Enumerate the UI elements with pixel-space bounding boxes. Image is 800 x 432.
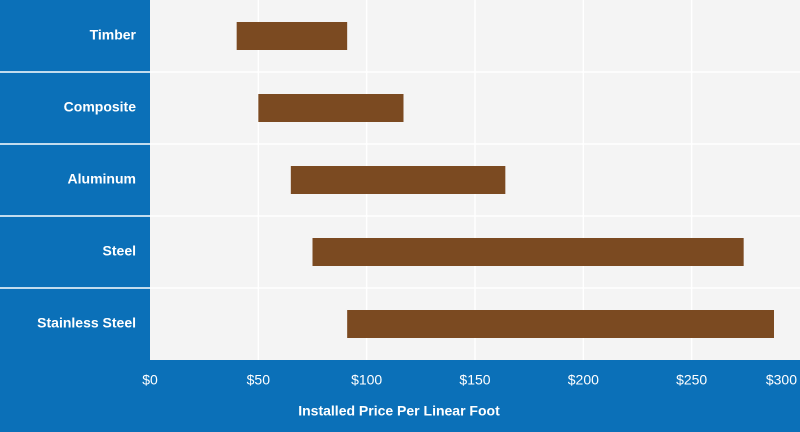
price-range-bar xyxy=(290,166,506,194)
category-label: Stainless Steel xyxy=(37,315,136,331)
category-label-panel xyxy=(0,0,150,360)
price-range-bar xyxy=(236,22,348,50)
category-label: Timber xyxy=(90,27,137,43)
category-label: Steel xyxy=(103,243,136,259)
x-axis-band xyxy=(0,360,800,432)
x-tick-label: $200 xyxy=(568,372,599,388)
category-label: Aluminum xyxy=(68,171,136,187)
price-range-bar xyxy=(312,238,744,266)
x-tick-label: $250 xyxy=(676,372,707,388)
x-axis-title: Installed Price Per Linear Foot xyxy=(298,403,500,419)
x-tick-label: $100 xyxy=(351,372,382,388)
x-tick-label: $0 xyxy=(142,372,158,388)
x-tick-label: $300 xyxy=(766,372,797,388)
x-tick-label: $50 xyxy=(247,372,271,388)
category-label: Composite xyxy=(64,99,137,115)
price-range-bar xyxy=(258,94,404,122)
x-tick-label: $150 xyxy=(459,372,490,388)
price-range-bar xyxy=(347,310,774,338)
